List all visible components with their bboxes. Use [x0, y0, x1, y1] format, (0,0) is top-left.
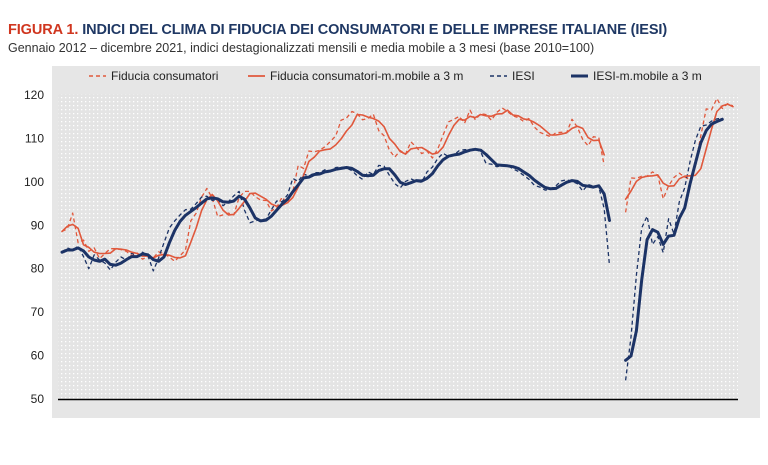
- legend-label: Fiducia consumatori-m.mobile a 3 m: [270, 69, 463, 83]
- legend-item: IESI: [490, 69, 535, 83]
- series-line: [61, 107, 605, 262]
- legend-item: Fiducia consumatori-m.mobile a 3 m: [248, 69, 463, 83]
- series-iesi-m-mobile-a-3-m: [60, 117, 724, 362]
- series-layer: [60, 97, 734, 381]
- series-iesi: [61, 117, 723, 381]
- y-tick-label: 90: [31, 218, 45, 232]
- series-line: [624, 103, 734, 200]
- legend-label: IESI-m.mobile a 3 m: [593, 69, 702, 83]
- series-fiducia-consumatori: [61, 97, 734, 262]
- chart-title: FIGURA 1. INDICI DEL CLIMA DI FIDUCIA DE…: [8, 22, 667, 38]
- y-tick-label: 70: [31, 305, 45, 319]
- title-text: INDICI DEL CLIMA DI FIDUCIA DEI CONSUMAT…: [82, 22, 668, 38]
- chart-subtitle: Gennaio 2012 – dicembre 2021, indici des…: [8, 41, 595, 55]
- y-tick-label: 120: [24, 88, 44, 102]
- y-axis: 50 60 70 80 90 100 110 120: [24, 88, 44, 406]
- y-tick-label: 50: [31, 392, 45, 406]
- series-line: [624, 117, 723, 381]
- legend: Fiducia consumatori Fiducia consumatori-m…: [89, 69, 702, 83]
- y-tick-label: 60: [31, 349, 45, 363]
- legend-label: IESI: [512, 69, 535, 83]
- series-line: [624, 117, 724, 362]
- y-tick-label: 110: [25, 131, 44, 145]
- plot-area: [58, 94, 738, 400]
- legend-item: Fiducia consumatori: [89, 69, 218, 83]
- series-line: [624, 97, 734, 213]
- y-tick-label: 80: [31, 262, 45, 276]
- figure-label: FIGURA 1.: [8, 22, 79, 38]
- legend-item: IESI-m.mobile a 3 m: [571, 69, 702, 83]
- legend-label: Fiducia consumatori: [111, 69, 218, 83]
- y-tick-label: 100: [24, 175, 44, 189]
- series-line: [61, 147, 611, 272]
- series-line: [60, 147, 611, 267]
